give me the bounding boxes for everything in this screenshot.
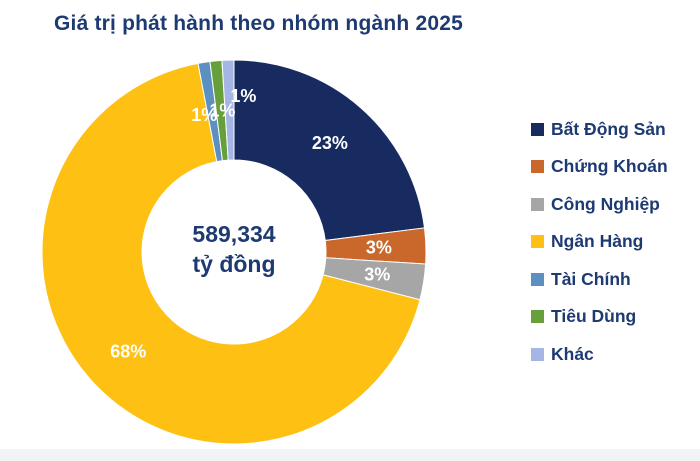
legend-swatch-icon xyxy=(531,122,544,136)
pie-slice-0 xyxy=(233,59,426,242)
pct-label-1: 3% xyxy=(366,237,392,257)
pct-label-6: 1% xyxy=(230,86,256,106)
legend-item-5: Tiêu Dùng xyxy=(531,305,668,329)
legend-item-4: Tài Chính xyxy=(531,267,668,291)
chart-legend: Bất Động Sản Chứng Khoán Công Nghiệp Ngân H… xyxy=(531,117,668,380)
legend-item-6: Khác xyxy=(531,342,668,366)
donut-center-label: 589,334 tỷ đồng xyxy=(192,220,275,280)
legend-swatch-icon xyxy=(531,272,544,286)
legend-swatch-icon xyxy=(531,347,544,361)
pct-label-2: 3% xyxy=(364,265,390,285)
legend-label: Chứng Khoán xyxy=(551,156,668,176)
legend-label: Tài Chính xyxy=(551,268,631,289)
center-unit: tỷ đồng xyxy=(192,251,276,277)
legend-item-0: Bất Động Sản xyxy=(531,117,668,141)
pie-slice-3 xyxy=(41,62,421,445)
legend-item-3: Ngân Hàng xyxy=(531,230,668,254)
legend-label: Bất Động Sản xyxy=(551,118,666,139)
legend-label: Ngân Hàng xyxy=(551,231,644,251)
legend-label: Tiêu Dùng xyxy=(551,306,637,326)
pct-label-0: 23% xyxy=(312,133,348,153)
legend-label: Khác xyxy=(551,343,594,364)
bottom-strip xyxy=(0,449,700,461)
legend-item-2: Công Nghiệp xyxy=(531,192,668,216)
pct-label-4: 1% xyxy=(191,105,217,125)
legend-swatch-icon xyxy=(531,235,544,248)
legend-item-1: Chứng Khoán xyxy=(531,155,668,179)
chart-title: Giá trị phát hành theo nhóm ngành 2025 xyxy=(54,12,463,35)
pct-label-3: 68% xyxy=(110,341,146,361)
legend-swatch-icon xyxy=(531,197,544,211)
pie-slice-6 xyxy=(221,59,235,161)
center-value: 589,334 xyxy=(192,221,276,248)
pct-label-5: 1% xyxy=(209,101,235,121)
legend-swatch-icon xyxy=(531,160,544,173)
legend-swatch-icon xyxy=(531,310,544,323)
legend-label: Công Nghiệp xyxy=(551,193,660,214)
